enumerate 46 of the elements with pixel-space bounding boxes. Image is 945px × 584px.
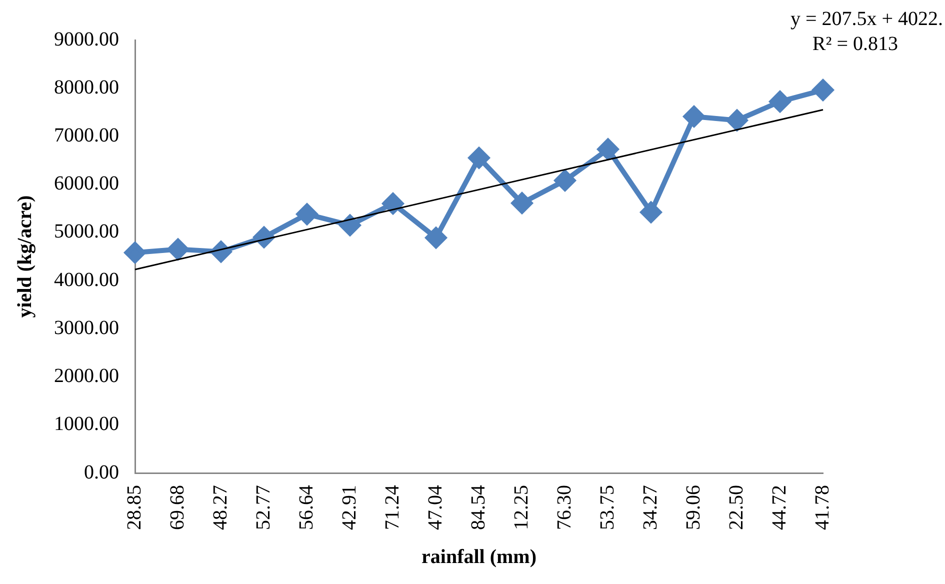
y-tick-label: 9000.00 xyxy=(54,28,119,50)
y-tick-label: 7000.00 xyxy=(54,124,119,146)
point xyxy=(512,192,532,214)
y-tick-label: 5000.00 xyxy=(54,220,119,243)
x-tick-label: 44.72 xyxy=(768,485,790,530)
x-tick-label: 41.78 xyxy=(811,485,834,530)
y-tick-label: 4000.00 xyxy=(54,268,119,291)
annotation: R² = 0.813 xyxy=(812,33,898,55)
point xyxy=(168,238,188,260)
y-tick-label: 1000.00 xyxy=(54,413,119,436)
point xyxy=(426,227,446,248)
x-tick-label: 69.68 xyxy=(166,485,188,530)
point xyxy=(598,138,618,160)
x-tick-label: 42.91 xyxy=(338,485,360,530)
x-tick-label: 59.06 xyxy=(682,485,704,530)
point xyxy=(640,202,662,223)
point xyxy=(812,80,834,101)
x-tick-label: 52.77 xyxy=(252,485,274,530)
y-tick-label: 0.00 xyxy=(84,461,119,484)
x-tick-label: 22.50 xyxy=(725,485,748,530)
point xyxy=(770,91,790,112)
y-tick-label: 8000.00 xyxy=(54,76,119,98)
x-tick-label: 12.25 xyxy=(510,485,532,530)
x-tick-label: 34.27 xyxy=(639,485,662,530)
y-axis-title: yield (kg/acre) xyxy=(14,195,36,318)
point xyxy=(468,147,490,168)
point xyxy=(124,242,146,264)
x-tick-label: 28.85 xyxy=(123,485,146,530)
x-tick-label: 71.24 xyxy=(381,485,404,530)
x-tick-label: 76.30 xyxy=(553,485,576,530)
point xyxy=(684,106,704,127)
x-tick-label: 56.64 xyxy=(295,485,318,530)
y-tick-label: 2000.00 xyxy=(54,365,119,388)
point xyxy=(340,214,360,236)
y-tick-label: 6000.00 xyxy=(54,172,119,195)
text: y = 207.5x + 4022. xyxy=(790,8,943,30)
point xyxy=(554,170,576,191)
x-tick-label: 48.27 xyxy=(209,485,232,530)
x-tick-label: 53.75 xyxy=(596,485,618,530)
x-tick-label: 47.04 xyxy=(424,485,446,530)
x-tick-label: 84.54 xyxy=(467,485,490,530)
x-axis-title: rainfall (mm) xyxy=(422,546,536,568)
point xyxy=(382,193,404,214)
point xyxy=(296,204,318,225)
y-tick-label: 3000.00 xyxy=(54,316,119,339)
point xyxy=(726,110,748,131)
